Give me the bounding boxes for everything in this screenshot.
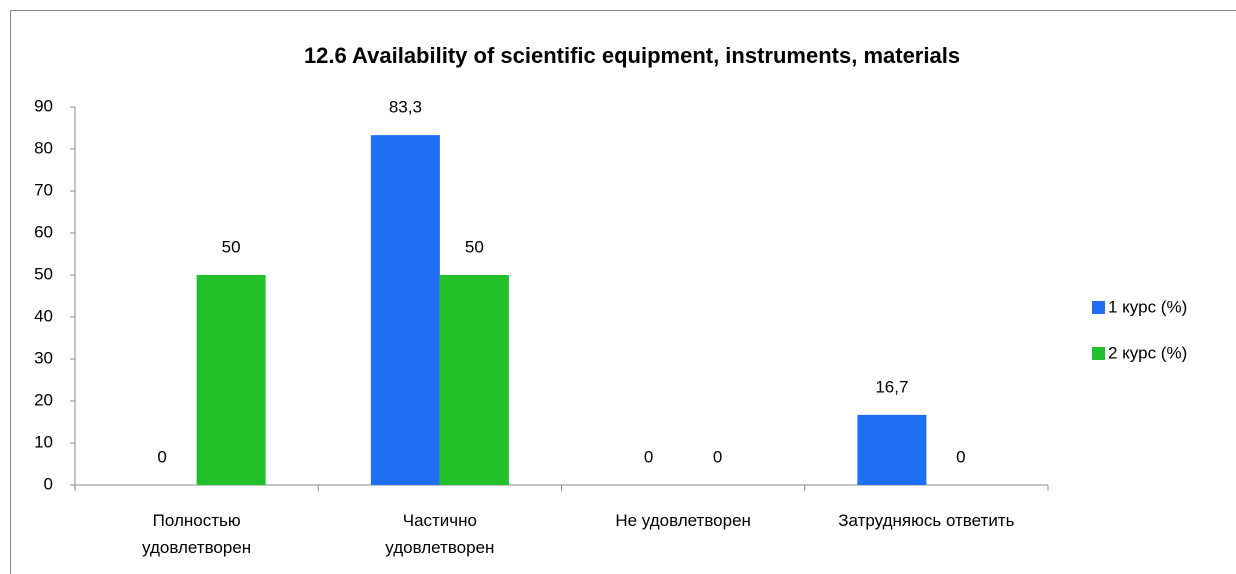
x-tick-label: Не удовлетворен bbox=[615, 511, 751, 530]
y-tick-label: 90 bbox=[34, 96, 53, 115]
y-tick-label: 30 bbox=[34, 348, 53, 367]
data-label: 50 bbox=[222, 237, 241, 256]
data-label: 16,7 bbox=[875, 377, 908, 396]
legend-swatch bbox=[1092, 301, 1105, 314]
y-tick-label: 70 bbox=[34, 180, 53, 199]
legend-label: 2 курс (%) bbox=[1108, 343, 1187, 362]
bar bbox=[857, 414, 927, 485]
bar bbox=[439, 275, 509, 485]
y-tick-label: 20 bbox=[34, 390, 53, 409]
bar bbox=[196, 275, 266, 485]
data-label: 0 bbox=[713, 447, 722, 466]
y-tick-label: 80 bbox=[34, 138, 53, 157]
x-tick-label: Полностью удовлетворен bbox=[142, 511, 252, 557]
data-label: 83,3 bbox=[389, 98, 422, 117]
x-tick-label: Частично удовлетворен bbox=[385, 511, 495, 557]
chart-title: 12.6 Availability of scientific equipmen… bbox=[304, 43, 960, 68]
data-label: 0 bbox=[644, 447, 653, 466]
y-tick-label: 0 bbox=[44, 474, 53, 493]
data-label: 0 bbox=[956, 447, 965, 466]
x-tick-label: Затрудняюсь ответить bbox=[838, 511, 1015, 530]
y-tick-label: 10 bbox=[34, 432, 53, 451]
legend-swatch bbox=[1092, 347, 1105, 360]
legend-label: 1 курс (%) bbox=[1108, 297, 1187, 316]
y-tick-label: 40 bbox=[34, 306, 53, 325]
data-label: 50 bbox=[465, 237, 484, 256]
data-label: 0 bbox=[157, 447, 166, 466]
y-tick-label: 50 bbox=[34, 264, 53, 283]
y-tick-label: 60 bbox=[34, 222, 53, 241]
bar bbox=[370, 135, 440, 485]
chart-border bbox=[10, 10, 1236, 574]
